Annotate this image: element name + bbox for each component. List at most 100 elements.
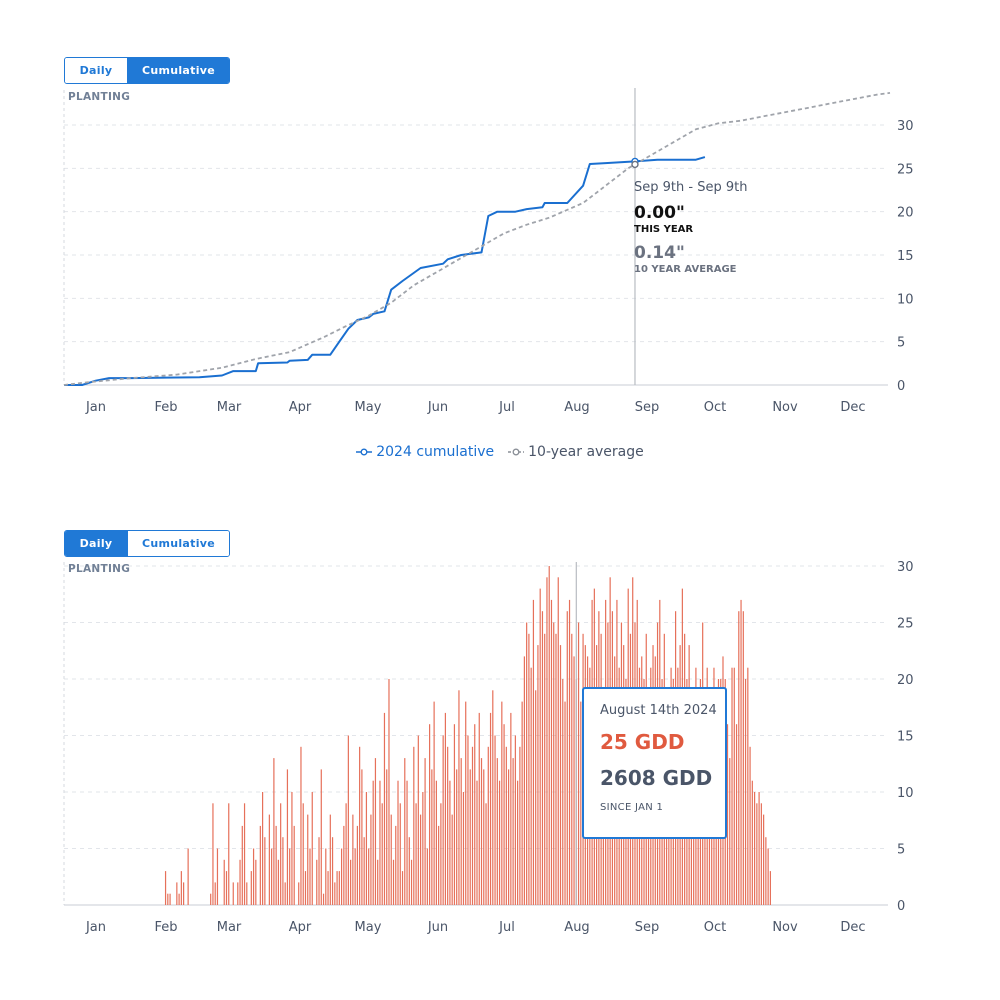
gdd-bar — [424, 758, 426, 905]
gdd-bar — [519, 746, 521, 905]
gdd-bar — [433, 701, 435, 905]
gdd-bar — [557, 577, 559, 905]
gdd-bar — [350, 859, 352, 905]
gdd-bar — [555, 633, 557, 905]
gdd-bar — [268, 814, 270, 905]
y-tick-label: 5 — [897, 843, 905, 858]
gdd-bar — [365, 792, 368, 905]
gdd-bar — [760, 803, 762, 905]
gdd-bar — [530, 667, 532, 905]
y-tick-label: 10 — [897, 786, 914, 801]
gdd-bar — [228, 803, 230, 905]
gdd-bar — [280, 803, 282, 905]
gdd-bar — [733, 667, 735, 905]
gdd-bar — [562, 679, 564, 905]
gdd-bar — [289, 848, 291, 905]
line-chart[interactable]: 0 5 10 15 20 25 30 PLANTING Jan Feb Mar Apr May Jun Ju… — [0, 0, 1000, 440]
hover-tooltip: August 14th 2024 25 GDD 2608 GDD SINCE J… — [582, 687, 727, 839]
x-tick-label: Apr — [289, 400, 312, 415]
gdd-bar — [374, 758, 377, 905]
gdd-bar — [544, 633, 546, 905]
gdd-bar — [458, 690, 460, 905]
gdd-bar — [442, 735, 444, 905]
x-tick-label: Mar — [217, 920, 242, 935]
gdd-bar — [381, 803, 383, 905]
x-tick-label: Sep — [635, 400, 660, 415]
bar-chart[interactable]: 0 5 10 15 20 25 30 PLANTING Jan Feb Mar Apr May Jun Ju… — [0, 500, 1000, 960]
gdd-bar — [262, 792, 264, 905]
gdd-bar — [243, 803, 246, 905]
x-tick-label: Nov — [772, 920, 798, 935]
tooltip-this-year-label: THIS YEAR — [634, 224, 694, 235]
gdd-bar — [176, 882, 178, 905]
gdd-bar — [747, 667, 749, 905]
gdd-bar — [526, 622, 528, 905]
solid-line-marker-icon — [356, 448, 373, 456]
gdd-bar — [508, 769, 510, 905]
gdd-bar — [363, 837, 365, 905]
gdd-bar — [451, 814, 453, 905]
gdd-bar — [523, 656, 525, 905]
gdd-bar — [164, 871, 167, 905]
legend-item-2024[interactable]: 2024 cumulative — [356, 444, 494, 460]
gdd-bar — [377, 859, 379, 905]
planting-label: PLANTING — [68, 91, 130, 103]
y-tick-label: 30 — [897, 119, 914, 134]
gdd-bar — [510, 712, 512, 905]
gdd-bar — [478, 712, 480, 905]
gdd-bar — [246, 882, 248, 905]
gdd-bar — [568, 599, 571, 905]
tooltip-this-year-value: 0.00" — [634, 203, 685, 223]
gdd-bar — [447, 746, 449, 905]
gdd-bar — [429, 724, 431, 905]
cumulative-toggle-button[interactable]: Cumulative — [128, 531, 229, 556]
cumulative-toggle-button[interactable]: Cumulative — [128, 58, 229, 83]
gdd-bar — [307, 814, 309, 905]
gdd-bar — [406, 780, 408, 905]
gdd-bar — [537, 645, 539, 905]
gdd-bar — [517, 780, 519, 905]
legend-label-2024: 2024 cumulative — [376, 444, 495, 460]
gdd-bar — [503, 724, 505, 905]
gdd-bar — [327, 871, 329, 905]
daily-toggle-button[interactable]: Daily — [65, 531, 128, 556]
gdd-bar — [496, 758, 498, 905]
tooltip-cumulative-label: SINCE JAN 1 — [600, 802, 664, 813]
gdd-bar — [271, 848, 273, 905]
y-tick-label: 20 — [897, 206, 914, 221]
gdd-bar — [338, 871, 340, 905]
gdd-bar — [487, 746, 489, 905]
gdd-bar — [419, 814, 422, 905]
gdd-bar — [498, 780, 501, 905]
x-tick-label: Jul — [498, 400, 515, 415]
y-tick-label: 15 — [897, 249, 914, 264]
gdd-bar — [345, 803, 347, 905]
gdd-bar — [336, 871, 338, 905]
gdd-bar — [729, 758, 731, 905]
gdd-bar — [408, 837, 410, 905]
gdd-bar — [318, 837, 320, 905]
gdd-bar — [535, 690, 537, 905]
gdd-bar — [372, 780, 374, 905]
x-tick-label: Jun — [427, 400, 448, 415]
gdd-bar — [291, 792, 293, 905]
tooltip-average-value: 0.14" — [634, 243, 685, 263]
gdd-bar — [550, 599, 553, 905]
y-tick-label: 5 — [897, 336, 905, 351]
gdd-bar — [541, 611, 544, 905]
x-tick-label: Jun — [427, 920, 448, 935]
gdd-bar — [440, 803, 442, 905]
x-tick-label: Jan — [85, 920, 106, 935]
gdd-bar — [564, 701, 566, 905]
gdd-bar — [302, 803, 304, 905]
gdd-bar — [763, 814, 765, 905]
legend-item-average[interactable]: 10-year average — [508, 444, 644, 460]
gdd-bar — [275, 825, 277, 905]
gdd-bar — [359, 746, 361, 905]
gdd-bar — [286, 769, 289, 905]
daily-toggle-button[interactable]: Daily — [65, 58, 128, 83]
gdd-bar — [753, 792, 756, 905]
gdd-bar — [512, 758, 514, 905]
gdd-bar — [758, 792, 760, 905]
gdd-bar — [756, 803, 758, 905]
